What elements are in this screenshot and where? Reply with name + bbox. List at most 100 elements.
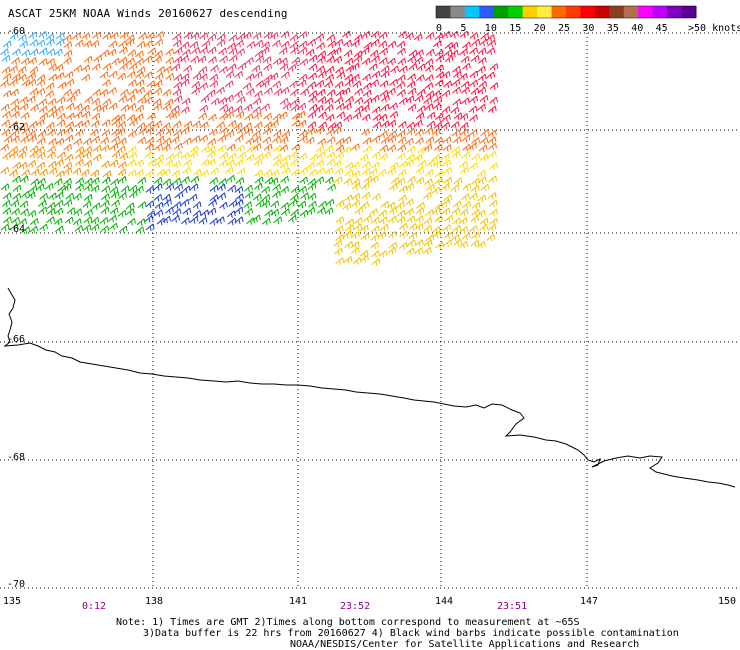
wind-barb	[387, 167, 396, 175]
wind-barb	[489, 82, 499, 90]
wind-barb	[100, 225, 110, 233]
wind-barb	[488, 142, 497, 151]
wind-barb	[102, 170, 112, 179]
wind-barb	[425, 209, 434, 217]
wind-barb	[360, 47, 370, 55]
wind-barb	[316, 151, 326, 160]
wind-barb	[477, 176, 487, 185]
wind-barb	[154, 159, 163, 168]
wind-barb	[145, 169, 155, 178]
wind-barb	[118, 40, 128, 49]
wind-barb	[137, 136, 147, 145]
wind-barb	[414, 215, 424, 223]
wind-barb	[217, 134, 227, 143]
wind-barb	[201, 40, 211, 48]
wind-barb	[246, 217, 255, 225]
wind-barb	[73, 193, 82, 201]
wind-barb	[29, 218, 39, 226]
wind-barb	[165, 153, 175, 161]
wind-barb	[171, 169, 181, 178]
wind-barb	[343, 49, 353, 58]
wind-barb	[191, 87, 200, 96]
legend-swatch	[522, 6, 538, 18]
wind-barb	[263, 87, 273, 95]
wind-barb	[245, 137, 255, 145]
wind-barb	[443, 176, 453, 185]
lon-label-135: 135	[3, 596, 22, 607]
wind-barb	[128, 190, 138, 199]
wind-barb	[172, 33, 182, 41]
wind-barb	[270, 200, 280, 209]
wind-barb	[173, 73, 183, 82]
wind-barb	[199, 47, 208, 55]
wind-barb	[443, 167, 452, 175]
wind-barb	[181, 176, 190, 184]
wind-barb	[173, 129, 183, 137]
wind-barb	[135, 159, 144, 167]
wind-barb	[11, 208, 20, 216]
wind-barb	[101, 129, 111, 137]
wind-barb	[207, 207, 217, 216]
wind-barb	[380, 103, 390, 112]
wind-barb	[126, 114, 136, 122]
wind-barb	[73, 208, 83, 216]
wind-barb	[449, 49, 459, 58]
wind-barb	[298, 47, 308, 55]
wind-barb	[316, 65, 325, 74]
wind-barb	[333, 55, 343, 64]
wind-barb	[226, 210, 236, 219]
wind-barb	[272, 57, 282, 66]
wind-barb	[192, 168, 202, 177]
wind-barb	[244, 113, 254, 121]
wind-barb	[489, 63, 499, 71]
wind-barb	[226, 159, 235, 167]
wind-barb	[444, 55, 454, 63]
wind-barb	[138, 127, 148, 136]
wind-barb	[2, 192, 12, 200]
wind-barb	[2, 40, 12, 49]
wind-barb	[399, 222, 408, 231]
wind-barb	[117, 72, 127, 81]
wind-barb	[359, 154, 369, 162]
wind-barb	[146, 210, 156, 218]
legend-swatch	[638, 6, 654, 18]
wind-barb	[181, 49, 191, 57]
wind-barb	[237, 62, 247, 71]
wind-barb	[224, 166, 234, 175]
wind-barb	[407, 103, 417, 112]
wind-barb	[62, 183, 72, 191]
wind-barb	[414, 94, 424, 103]
wind-barb	[109, 222, 118, 231]
wind-barb	[35, 146, 45, 154]
wind-barb	[47, 98, 57, 106]
wind-barb	[90, 40, 100, 48]
wind-barb	[173, 56, 183, 64]
wind-barb	[486, 71, 495, 80]
wind-barb	[335, 151, 344, 160]
wind-barb	[305, 48, 315, 57]
wind-barb	[252, 143, 262, 151]
wind-barb	[469, 162, 478, 170]
wind-barb	[26, 191, 36, 200]
wind-barb	[362, 73, 371, 82]
wind-barb	[145, 137, 155, 145]
wind-barb	[371, 135, 381, 143]
wind-barb	[45, 33, 55, 41]
wind-barb	[161, 144, 171, 152]
wind-barb	[146, 32, 155, 40]
wind-barb	[36, 151, 46, 160]
wind-barb	[19, 103, 29, 111]
wind-barb	[353, 217, 363, 225]
wind-barb	[255, 55, 265, 63]
wind-barb	[442, 159, 452, 168]
wind-barb	[3, 135, 13, 144]
wind-barb	[387, 40, 397, 49]
wind-barb	[372, 113, 382, 122]
legend-tick-label: 20	[534, 23, 546, 34]
wind-barb	[118, 56, 128, 65]
wind-barb	[216, 33, 226, 42]
wind-barb	[73, 111, 83, 119]
wind-barb	[192, 210, 202, 218]
wind-barb	[353, 223, 363, 232]
wind-barb	[145, 200, 155, 209]
